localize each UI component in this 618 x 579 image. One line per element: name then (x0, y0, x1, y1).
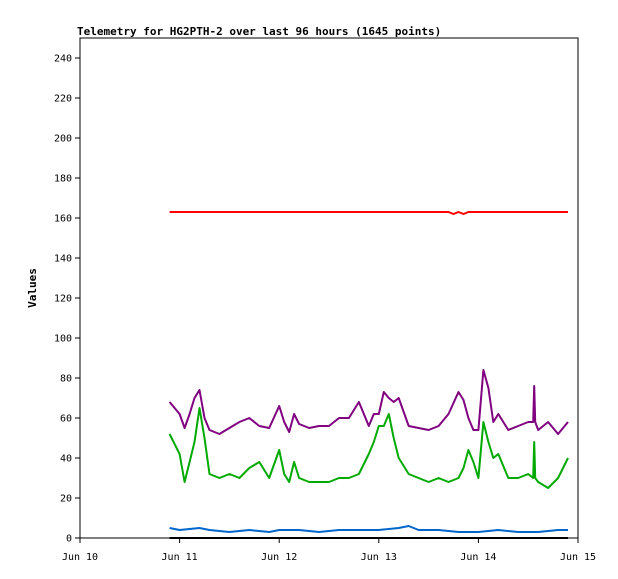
x-tick-label: Jun 12 (261, 552, 297, 563)
plot-frame (79, 37, 579, 539)
chart-title: Telemetry for HG2PTH-2 over last 96 hour… (77, 25, 441, 38)
y-tick-label: 240 (54, 54, 72, 65)
y-tick-label: 60 (60, 414, 72, 425)
y-tick-label: 100 (54, 334, 72, 345)
x-tick-label: Jun 15 (560, 552, 596, 563)
y-tick-label: 200 (54, 134, 72, 145)
series-line-1 (169, 211, 568, 215)
series-line-4 (169, 525, 568, 533)
series-line-3 (168, 407, 569, 489)
x-tick-label: Jun 13 (361, 552, 397, 563)
y-tick-label: 140 (54, 254, 72, 265)
x-axis: Jun 10 Jun 11 Jun 12 Jun 13 Jun 14 Jun 15 (62, 538, 596, 563)
y-tick-label: 160 (54, 214, 72, 225)
series-layer (168, 211, 569, 539)
y-tick-label: 40 (60, 454, 72, 465)
y-tick-label: 20 (60, 494, 72, 505)
y-tick-label: 220 (54, 94, 72, 105)
y-axis-label: Values (26, 268, 39, 308)
x-tick-label: Jun 10 (62, 552, 98, 563)
x-tick-label: Jun 14 (460, 552, 496, 563)
y-tick-label: 180 (54, 174, 72, 185)
y-tick-label: 80 (60, 374, 72, 385)
y-tick-label: 120 (54, 294, 72, 305)
y-tick-label: 0 (66, 534, 72, 545)
x-tick-label: Jun 11 (162, 552, 198, 563)
series-line-2 (168, 369, 569, 435)
y-axis: 0 20 40 60 80 100 120 140 160 180 200 220 240 (54, 54, 80, 545)
